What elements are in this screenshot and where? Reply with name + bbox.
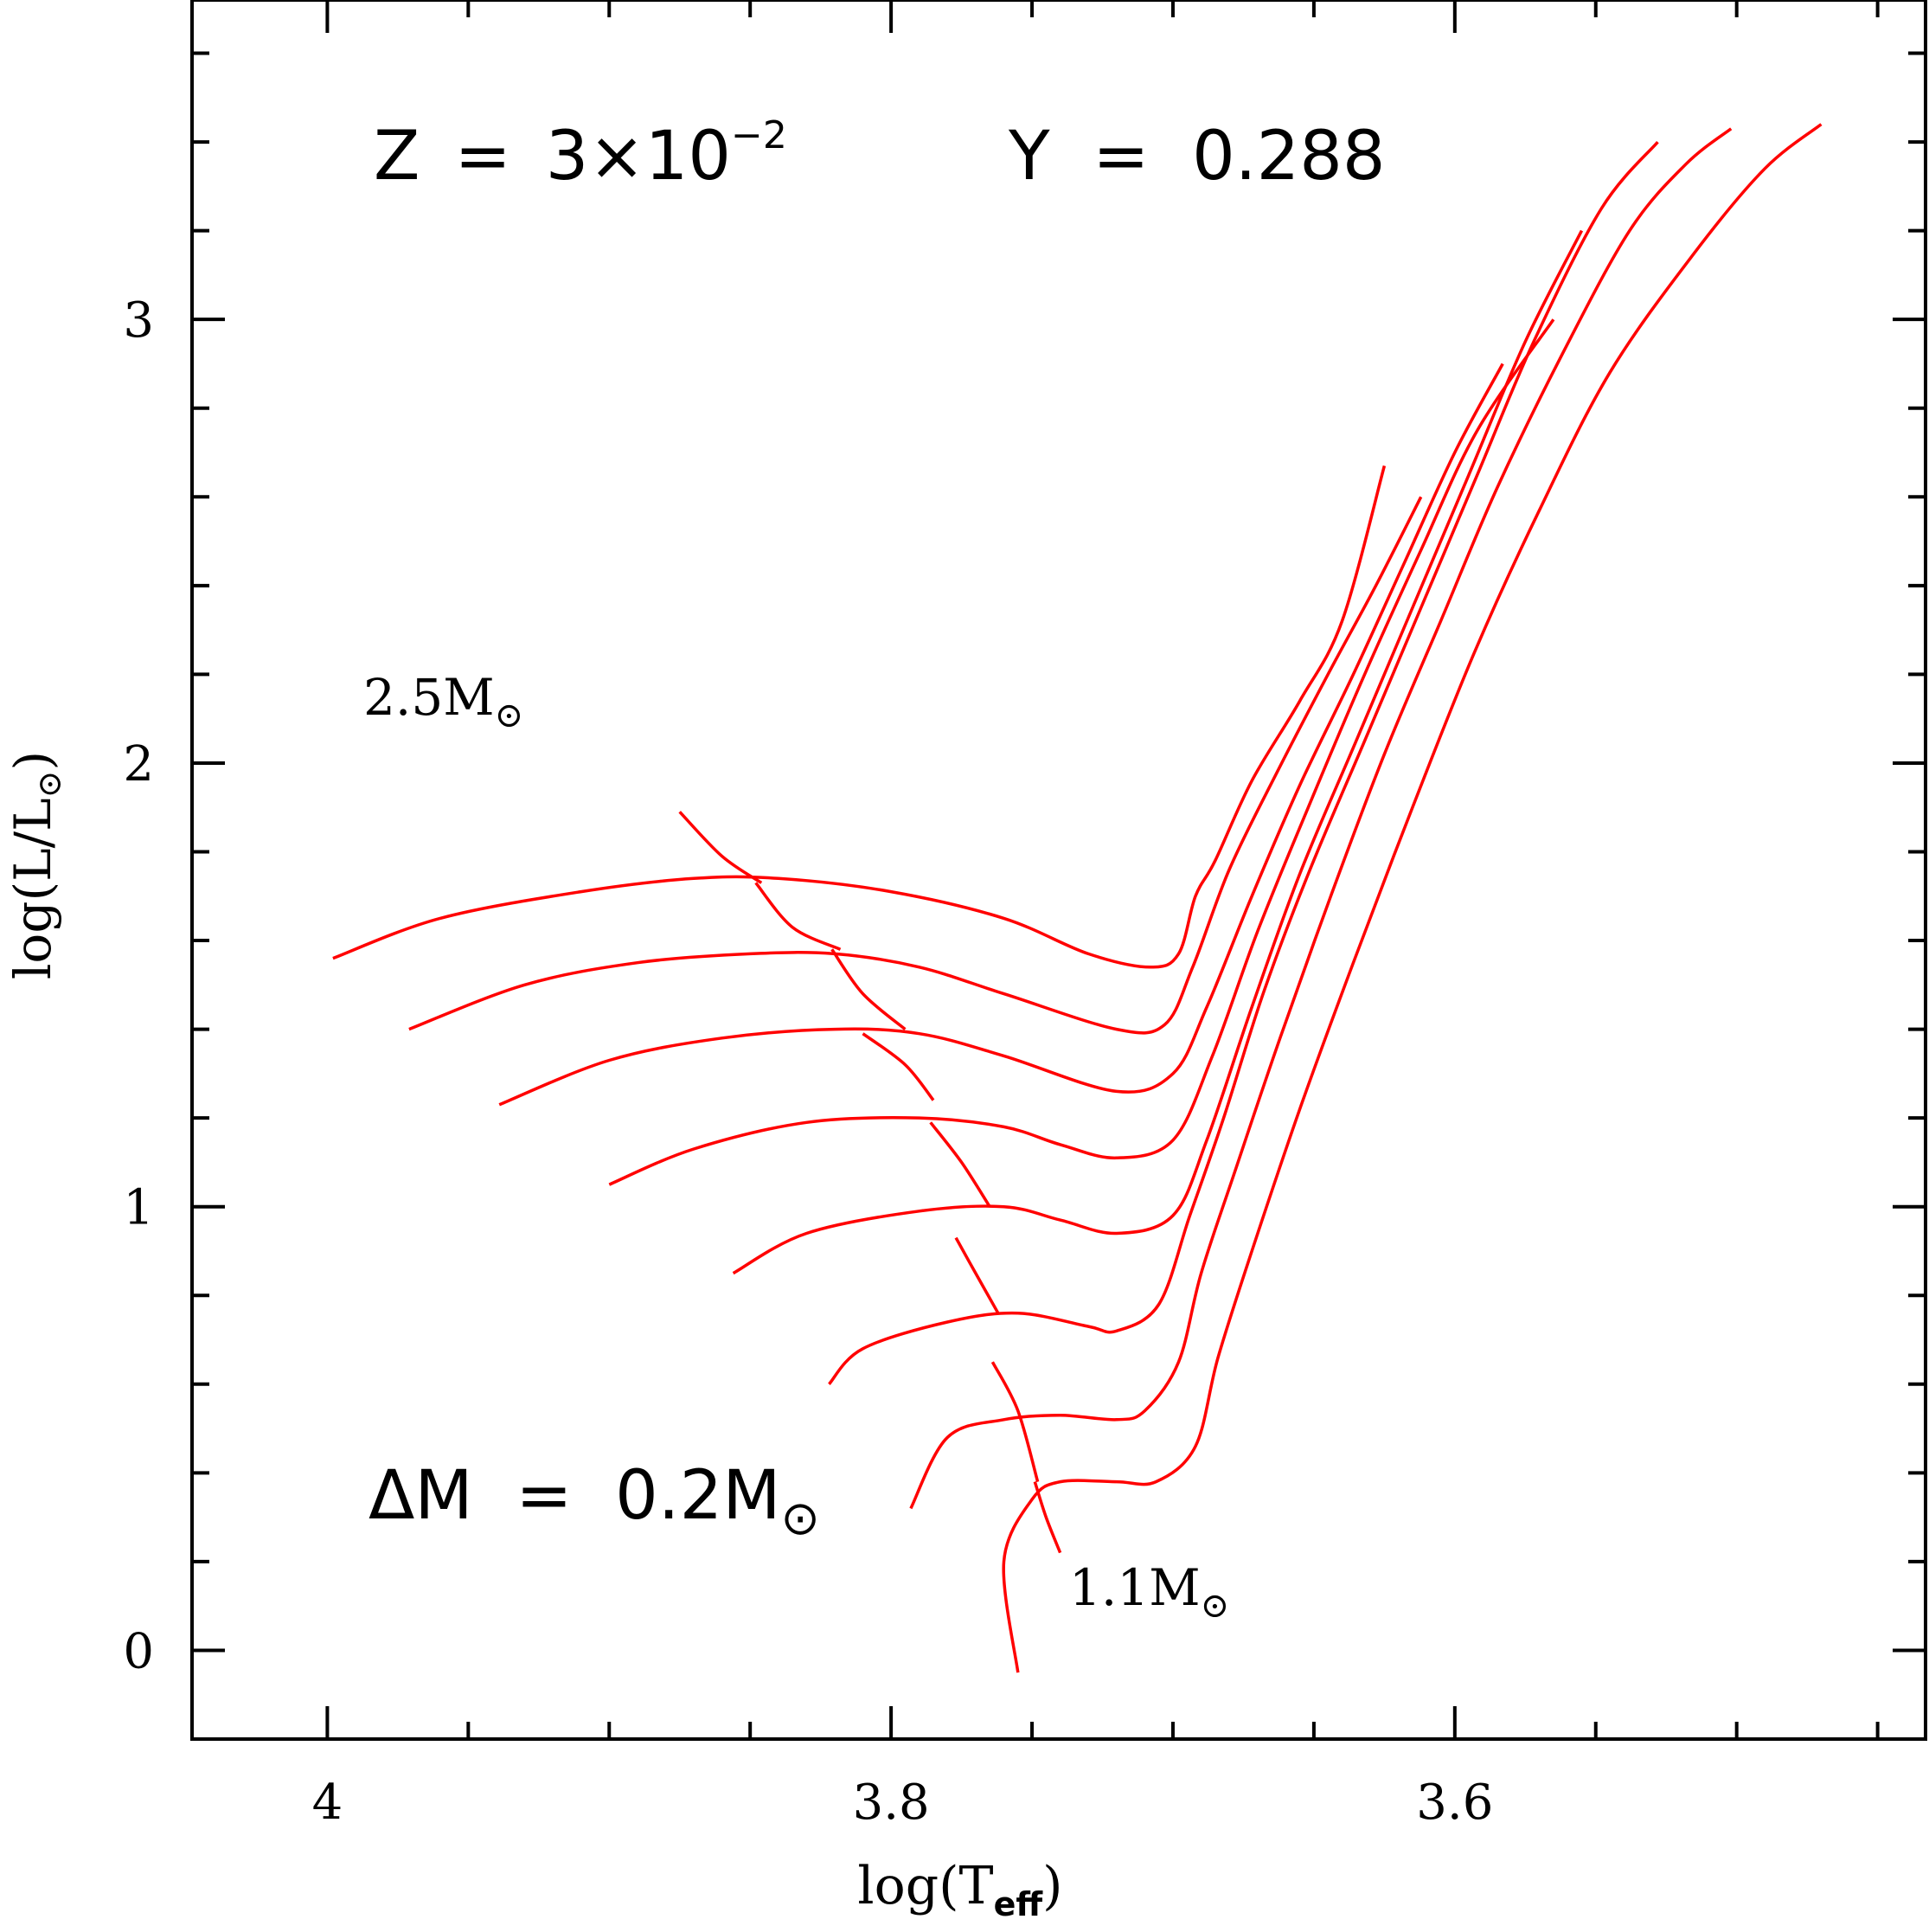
y-tick-label: 0 — [123, 1623, 154, 1679]
plot-frame — [190, 0, 1927, 1741]
metallicity-exponent: −2 — [731, 113, 787, 157]
metallicity-eq: = — [454, 118, 510, 196]
x-axis-label-sub: eff — [994, 1885, 1044, 1923]
helium-annotation: Y = 0.288 — [1008, 118, 1385, 196]
y-tick-label: 2 — [123, 736, 154, 793]
top-mass-sub: ⊙ — [495, 696, 524, 735]
track-hook — [954, 1236, 1000, 1314]
track-hook — [754, 882, 842, 951]
delta-mass-annotation: ΔM = 0.2M⊙ — [261, 1457, 884, 1550]
x-tick-label: 4 — [312, 1775, 343, 1831]
track-hook — [830, 948, 907, 1030]
series-layer — [332, 123, 1823, 1673]
track-2-5 — [332, 465, 1387, 969]
y-axis-label: log(L/L⊙) — [3, 751, 68, 979]
track-hook — [862, 1032, 935, 1101]
bottom-mass-sub: ⊙ — [1201, 1586, 1230, 1626]
x-tick-label: 3.6 — [1416, 1775, 1493, 1831]
metallicity-mantissa: 3×10 — [546, 118, 731, 196]
track-2-3 — [408, 496, 1423, 1035]
track-1-9 — [608, 318, 1555, 1186]
y-tick-label: 3 — [123, 292, 154, 349]
bottom-mass-label: 1.1M⊙ — [1069, 1558, 1229, 1626]
delta-mass-sub: ⊙ — [781, 1491, 820, 1545]
axis-ticks — [192, 0, 1926, 1741]
y-axis-label-close: ) — [3, 751, 62, 771]
delta-mass-text: ΔM = 0.2M — [368, 1457, 781, 1535]
track-hook — [1033, 1481, 1062, 1554]
track-1-5 — [828, 140, 1659, 1386]
track-1-3 — [909, 127, 1733, 1510]
y-axis-label-main: log(L/L — [3, 798, 62, 979]
x-axis-label: log(Teff) — [857, 1856, 1062, 1923]
x-tick-label: 3.8 — [853, 1775, 930, 1831]
y-tick-label: 1 — [123, 1180, 154, 1236]
metallicity-name: Z — [374, 118, 420, 196]
metallicity-annotation: Z = 3×10−2 — [374, 113, 787, 196]
x-axis-label-close: ) — [1042, 1856, 1062, 1916]
track-hook — [929, 1121, 991, 1208]
y-axis-label-sub: ⊙ — [30, 771, 68, 799]
track-hook — [678, 811, 763, 884]
track-1-1 — [1002, 123, 1823, 1673]
x-axis-label-main: log(T — [857, 1856, 993, 1916]
bottom-mass-text: 1.1M — [1069, 1558, 1201, 1617]
track-1-7 — [732, 229, 1584, 1275]
tick-labels: 4 3.8 3.6 0 1 2 3 — [123, 292, 1493, 1831]
top-mass-label: 2.5M⊙ — [363, 668, 523, 735]
top-mass-text: 2.5M — [363, 668, 495, 727]
track-2-1 — [498, 363, 1504, 1107]
track-hook — [990, 1361, 1040, 1483]
